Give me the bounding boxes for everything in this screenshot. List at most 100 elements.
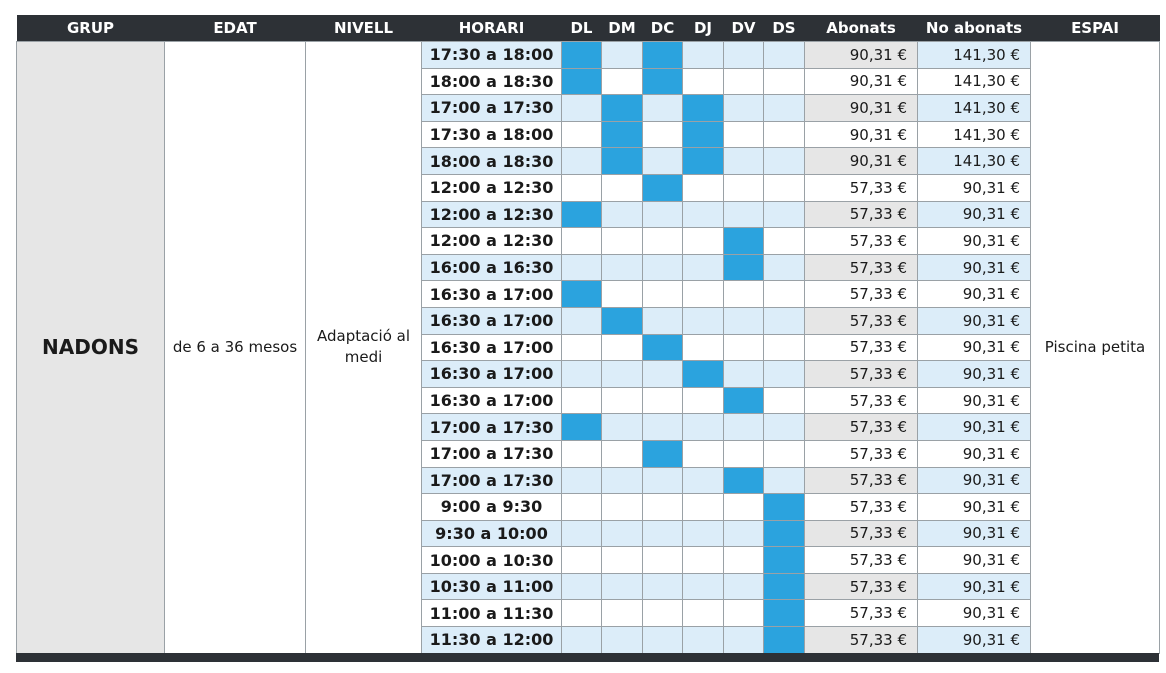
- day-cell-dm: [601, 439, 643, 468]
- day-cell-dm: [601, 386, 643, 415]
- day-cell-dj: [682, 173, 724, 202]
- price-abonats: 57,33 €: [804, 386, 918, 415]
- day-cell-dm: [601, 67, 643, 96]
- price-no-abonats: 141,30 €: [917, 67, 1031, 96]
- price-no-abonats: 90,31 €: [917, 493, 1031, 521]
- time-slot: 16:30 a 17:00: [421, 386, 562, 415]
- time-slot: 12:00 a 12:30: [421, 173, 562, 202]
- day-cell-dm: [601, 626, 643, 654]
- time-slot: 12:00 a 12:30: [421, 227, 562, 255]
- header-dl: DL: [561, 15, 602, 42]
- time-slot: 16:30 a 17:00: [421, 360, 562, 388]
- header-nivell: NIVELL: [305, 15, 422, 42]
- group-name: NADONS: [16, 41, 165, 654]
- price-no-abonats: 90,31 €: [917, 306, 1031, 335]
- day-cell-ds: [763, 280, 805, 308]
- day-cell-dv: [723, 280, 764, 308]
- price-no-abonats: 90,31 €: [917, 280, 1031, 308]
- day-cell-dc: [642, 67, 683, 96]
- day-cell-dc: [642, 360, 683, 388]
- price-abonats: 90,31 €: [804, 67, 918, 96]
- header-abonats: Abonats: [804, 15, 918, 42]
- day-cell-dc: [642, 626, 683, 654]
- table-row: 18:00 a 18:30 90,31 €141,30 €: [17, 67, 1160, 96]
- day-cell-dj: [682, 519, 724, 548]
- price-no-abonats: 90,31 €: [917, 386, 1031, 415]
- price-abonats: 57,33 €: [804, 306, 918, 335]
- day-cell-dc: [642, 439, 683, 468]
- day-cell-dj: [682, 360, 724, 388]
- day-cell-dm: [601, 519, 643, 548]
- day-cell-dl: [561, 306, 602, 335]
- footer-bar: [16, 653, 1159, 662]
- price-no-abonats: 90,31 €: [917, 626, 1031, 654]
- header-dc: DC: [642, 15, 683, 42]
- schedule-table: GRUP EDAT NIVELL HORARI DL DM DC DJ DV D…: [16, 15, 1160, 654]
- price-no-abonats: 90,31 €: [917, 173, 1031, 202]
- time-slot: 16:30 a 17:00: [421, 306, 562, 335]
- time-slot: 17:00 a 17:30: [421, 466, 562, 495]
- table-row: 16:30 a 17:00 57,33 €90,31 €: [17, 386, 1160, 415]
- time-slot: 10:30 a 11:00: [421, 572, 562, 601]
- price-abonats: 57,33 €: [804, 466, 918, 495]
- price-no-abonats: 90,31 €: [917, 519, 1031, 548]
- day-cell-dv: [723, 493, 764, 521]
- day-cell-dc: [642, 280, 683, 308]
- day-cell-dc: [642, 173, 683, 202]
- day-cell-dm: [601, 466, 643, 495]
- day-cell-dj: [682, 466, 724, 495]
- price-abonats: 57,33 €: [804, 200, 918, 229]
- day-cell-dm: [601, 147, 643, 175]
- time-slot: 10:00 a 10:30: [421, 546, 562, 574]
- time-slot: 9:00 a 9:30: [421, 493, 562, 521]
- day-cell-dj: [682, 599, 724, 628]
- price-no-abonats: 90,31 €: [917, 572, 1031, 601]
- day-cell-dm: [601, 360, 643, 388]
- day-cell-dv: [723, 253, 764, 282]
- table-row: 16:30 a 17:00 57,33 €90,31 €: [17, 280, 1160, 308]
- day-cell-dv: [723, 306, 764, 335]
- day-cell-ds: [763, 227, 805, 255]
- day-cell-dj: [682, 120, 724, 149]
- day-cell-dl: [561, 546, 602, 574]
- day-cell-dj: [682, 572, 724, 601]
- price-no-abonats: 90,31 €: [917, 466, 1031, 495]
- day-cell-dc: [642, 120, 683, 149]
- day-cell-dm: [601, 41, 643, 69]
- day-cell-ds: [763, 147, 805, 175]
- price-abonats: 57,33 €: [804, 493, 918, 521]
- day-cell-dv: [723, 200, 764, 229]
- day-cell-dc: [642, 519, 683, 548]
- table-row: 17:00 a 17:30 57,33 €90,31 €: [17, 466, 1160, 495]
- time-slot: 9:30 a 10:00: [421, 519, 562, 548]
- price-abonats: 57,33 €: [804, 546, 918, 574]
- day-cell-dm: [601, 253, 643, 282]
- day-cell-dm: [601, 173, 643, 202]
- day-cell-dl: [561, 41, 602, 69]
- day-cell-ds: [763, 413, 805, 441]
- day-cell-ds: [763, 572, 805, 601]
- price-abonats: 57,33 €: [804, 173, 918, 202]
- header-ds: DS: [763, 15, 805, 42]
- day-cell-dc: [642, 41, 683, 69]
- age-range: de 6 a 36 mesos: [164, 41, 306, 654]
- day-cell-dl: [561, 147, 602, 175]
- day-cell-dj: [682, 333, 724, 362]
- day-cell-dc: [642, 306, 683, 335]
- time-slot: 16:30 a 17:00: [421, 333, 562, 362]
- header-edat: EDAT: [164, 15, 306, 42]
- day-cell-ds: [763, 519, 805, 548]
- time-slot: 18:00 a 18:30: [421, 67, 562, 96]
- table-row: 11:00 a 11:30 57,33 €90,31 €: [17, 599, 1160, 628]
- day-cell-dc: [642, 94, 683, 122]
- day-cell-ds: [763, 493, 805, 521]
- day-cell-ds: [763, 626, 805, 654]
- header-row: GRUP EDAT NIVELL HORARI DL DM DC DJ DV D…: [16, 15, 1160, 42]
- day-cell-dl: [561, 626, 602, 654]
- header-dj: DJ: [682, 15, 724, 42]
- day-cell-dj: [682, 386, 724, 415]
- day-cell-dl: [561, 360, 602, 388]
- day-cell-dl: [561, 253, 602, 282]
- day-cell-dv: [723, 439, 764, 468]
- day-cell-dl: [561, 227, 602, 255]
